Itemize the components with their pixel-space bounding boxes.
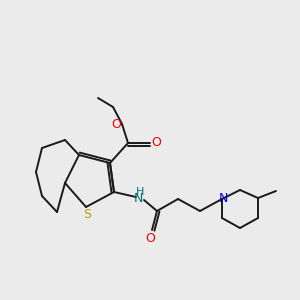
Text: H: H xyxy=(136,187,144,197)
Text: N: N xyxy=(133,193,143,206)
Text: O: O xyxy=(151,136,161,149)
Text: O: O xyxy=(145,232,155,244)
Text: N: N xyxy=(218,191,228,205)
Text: S: S xyxy=(83,208,91,220)
Text: O: O xyxy=(111,118,121,130)
